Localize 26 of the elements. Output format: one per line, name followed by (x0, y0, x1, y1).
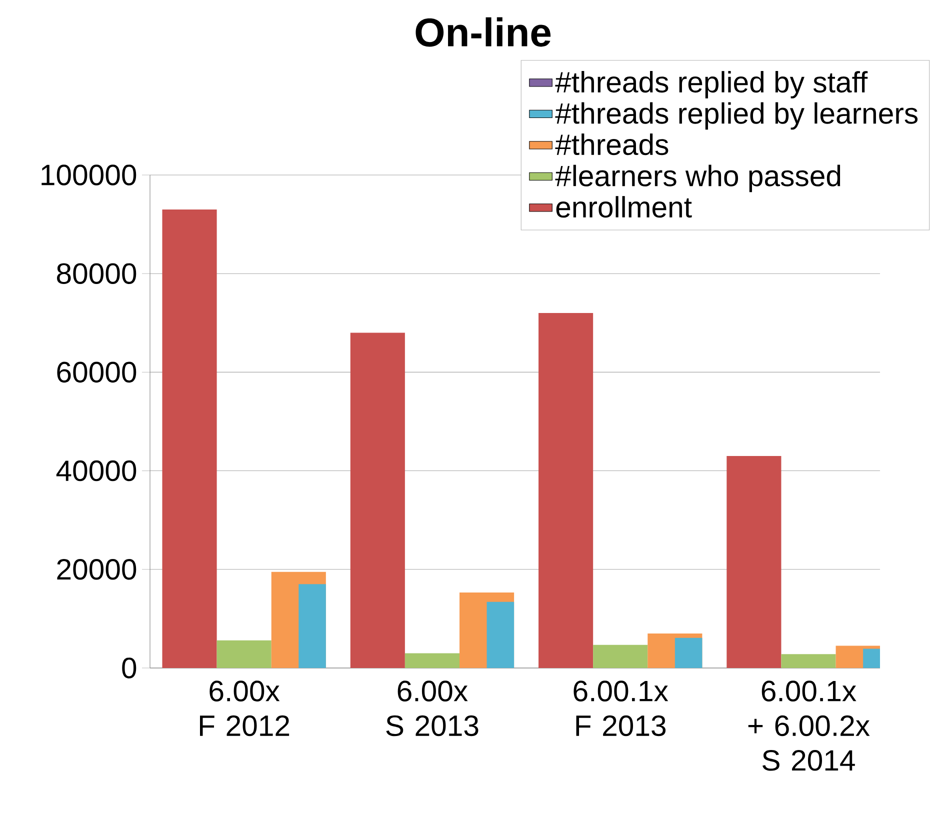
legend-label: #threads (555, 134, 668, 156)
bar (404, 653, 460, 668)
x-tick-label: 6.00.1x F 2013 (574, 680, 668, 736)
y-tick-label: 80000 (57, 263, 136, 284)
x-tick-label: 6.00x F 2012 (200, 680, 290, 736)
bar (486, 602, 514, 668)
y-tick-label: 20000 (57, 558, 136, 580)
y-tick-label: 0 (122, 658, 136, 678)
legend-label: #learners who passed (555, 164, 840, 192)
x-tick-label: 6.00x S 2013 (386, 680, 478, 736)
chart-title: On-line (416, 17, 551, 47)
y-tick-label: 100000 (42, 164, 136, 186)
y-tick-label: 60000 (57, 362, 136, 383)
bar (216, 640, 272, 668)
y-tick-label: 40000 (56, 460, 136, 482)
bar (593, 644, 648, 668)
bar (674, 638, 702, 668)
legend-label: #threads replied by learners (555, 102, 918, 130)
bar (538, 313, 594, 668)
bar (298, 584, 326, 668)
legend-label: enrollment (556, 196, 692, 218)
bar (162, 210, 217, 668)
bar (726, 456, 782, 668)
x-tick-label: 6.00.1x + 6.00.2x S 2014 (748, 680, 870, 771)
legend-label: #threads replied by staff (555, 71, 868, 98)
bar (350, 332, 405, 668)
